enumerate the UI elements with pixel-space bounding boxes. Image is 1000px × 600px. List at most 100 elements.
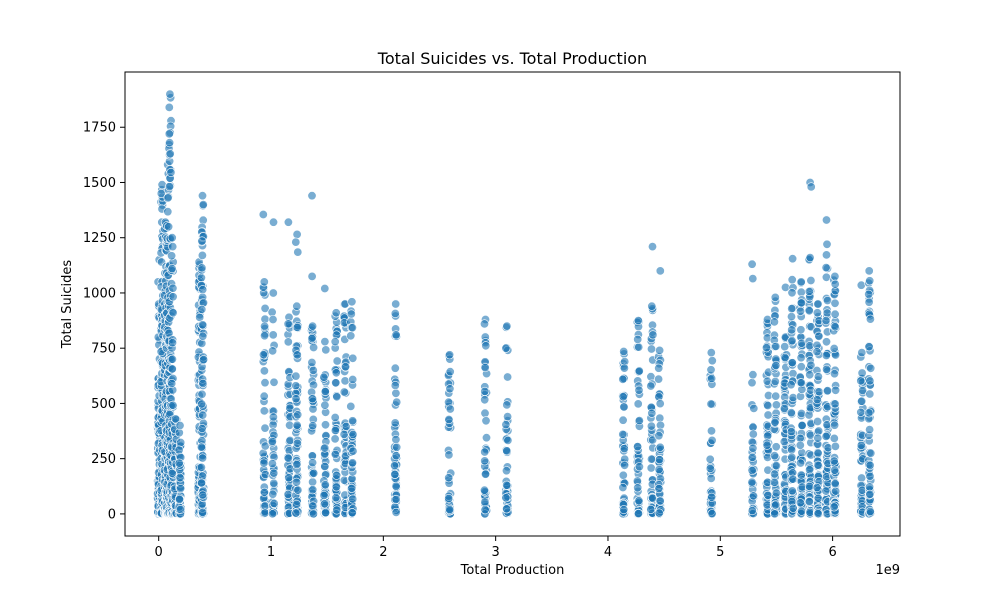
y-tick-label: 750	[91, 342, 116, 357]
scatter-point	[291, 499, 301, 509]
scatter-point	[619, 402, 629, 412]
scatter-point	[320, 387, 330, 397]
scatter-point	[197, 263, 207, 273]
scatter-point	[769, 477, 779, 487]
scatter-point	[771, 461, 781, 471]
scatter-point	[805, 465, 815, 475]
scatter-point	[812, 308, 822, 318]
scatter-point	[320, 480, 330, 490]
scatter-point	[830, 399, 840, 409]
scatter-point	[175, 494, 185, 504]
scatter-point	[618, 415, 628, 425]
scatter-point	[821, 337, 831, 347]
scatter-point	[796, 458, 806, 468]
scatter-point	[857, 348, 867, 358]
scatter-point	[864, 297, 874, 307]
scatter-point	[480, 363, 490, 373]
scatter-point	[646, 344, 656, 354]
scatter-point	[655, 496, 665, 506]
scatter-point	[197, 478, 207, 488]
scatter-point	[771, 341, 781, 351]
scatter-point	[770, 451, 780, 461]
scatter-point	[444, 493, 454, 503]
scatter-point	[655, 345, 665, 355]
scatter-point	[707, 356, 717, 366]
scatter-point	[321, 345, 331, 355]
scatter-point	[164, 222, 174, 232]
scatter-point	[865, 489, 875, 499]
scatter-point	[293, 410, 303, 420]
scatter-point	[198, 378, 208, 388]
scatter-point	[330, 337, 340, 347]
scatter-point	[292, 322, 302, 332]
scatter-point	[267, 509, 277, 519]
scatter-point	[331, 493, 341, 503]
scatter-point	[830, 279, 840, 289]
scatter-point	[787, 325, 797, 335]
scatter-point	[293, 485, 303, 495]
scatter-point	[804, 286, 814, 296]
scatter-point	[260, 303, 270, 313]
scatter-point	[707, 435, 717, 445]
scatter-point	[618, 482, 628, 492]
scatter-point	[283, 489, 293, 499]
scatter-point	[502, 480, 512, 490]
scatter-point	[503, 412, 513, 422]
scatter-point	[480, 469, 490, 479]
y-tick-label: 500	[91, 397, 116, 412]
y-tick-label: 1250	[83, 231, 116, 246]
scatter-point	[268, 217, 278, 227]
scatter-point	[292, 350, 302, 360]
scatter-point	[307, 333, 317, 343]
scatter-point	[198, 410, 208, 420]
scatter-point	[865, 506, 875, 516]
scatter-point	[320, 420, 330, 430]
scatter-point	[260, 378, 270, 388]
scatter-point	[308, 458, 318, 468]
scatter-point	[501, 420, 511, 430]
scatter-point	[786, 408, 796, 418]
scatter-point	[796, 287, 806, 297]
scatter-point	[771, 400, 781, 410]
scatter-point	[292, 301, 302, 311]
scatter-point	[813, 433, 823, 443]
scatter-point	[283, 217, 293, 227]
scatter-point	[174, 445, 184, 455]
scatter-point	[445, 504, 455, 514]
scatter-point	[813, 493, 823, 503]
scatter-point	[348, 446, 358, 456]
y-tick-label: 0	[108, 507, 116, 522]
scatter-point	[165, 149, 175, 159]
scatter-point	[796, 325, 806, 335]
scatter-point	[866, 448, 876, 458]
scatter-point	[619, 444, 629, 454]
scatter-point	[348, 353, 358, 363]
y-tick-label: 1500	[83, 176, 116, 191]
scatter-point	[633, 442, 643, 452]
scatter-point	[761, 343, 771, 353]
x-tick-label: 2	[379, 545, 387, 560]
scatter-point	[320, 400, 330, 410]
scatter-point	[347, 323, 357, 333]
scatter-point	[865, 389, 875, 399]
scatter-point	[390, 469, 400, 479]
scatter-point	[864, 408, 874, 418]
scatter-point	[269, 377, 279, 387]
scatter-point	[163, 207, 173, 217]
scatter-point	[707, 492, 717, 502]
scatter-point	[654, 508, 664, 518]
x-tick-label: 5	[716, 545, 724, 560]
scatter-point	[771, 442, 781, 452]
scatter-point	[332, 392, 342, 402]
scatter-point	[646, 463, 656, 473]
scatter-point	[346, 401, 356, 411]
scatter-point	[646, 454, 656, 464]
scatter-point	[646, 381, 656, 391]
scatter-point	[198, 507, 208, 517]
scatter-point	[268, 346, 278, 356]
scatter-point	[797, 338, 807, 348]
scatter-point	[347, 297, 357, 307]
plot-frame	[124, 71, 901, 537]
scatter-point	[706, 426, 716, 436]
